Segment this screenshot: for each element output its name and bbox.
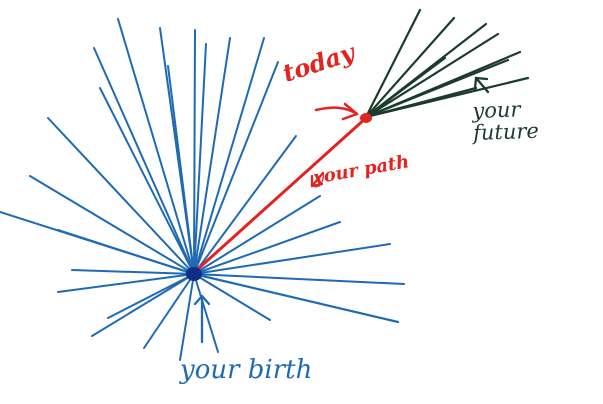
today-marker bbox=[360, 113, 372, 123]
your-future-label: your future bbox=[471, 97, 540, 146]
your-path-arrow bbox=[310, 171, 325, 188]
future-possibilities-fan bbox=[364, 8, 530, 119]
your-birth-label: your birth bbox=[180, 355, 313, 385]
today-arrow bbox=[314, 102, 359, 121]
birth-arrow bbox=[193, 294, 211, 344]
future-arrow bbox=[473, 76, 490, 94]
your-path-line bbox=[196, 116, 368, 271]
birth-marker bbox=[186, 267, 202, 281]
past-possibilities-fan bbox=[0, 18, 405, 361]
